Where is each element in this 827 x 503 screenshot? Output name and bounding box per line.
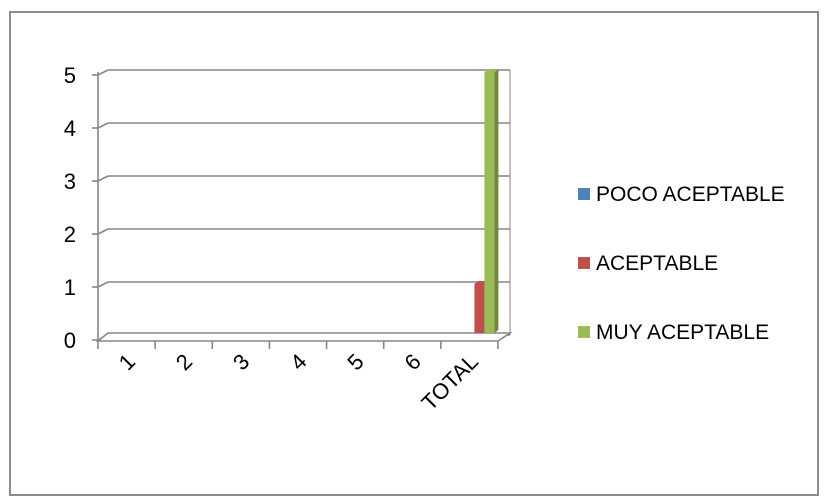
bar-front: [474, 284, 484, 333]
legend-item: MUY ACEPTABLE: [578, 321, 769, 344]
y-tick-label: 5: [64, 63, 76, 88]
legend-label: MUY ACEPTABLE: [596, 321, 769, 344]
legend-swatch: [578, 188, 590, 200]
bar-side: [494, 69, 498, 333]
y-tick-label: 3: [64, 169, 76, 194]
legend-label: POCO ACEPTABLE: [596, 183, 785, 206]
x-tick-label: 5: [342, 349, 368, 375]
legend-label: ACEPTABLE: [596, 252, 718, 275]
y-tick-label: 4: [64, 116, 76, 141]
x-tick-label: 4: [285, 349, 311, 375]
x-tick-label: 3: [228, 349, 254, 375]
legend-item: ACEPTABLE: [578, 252, 718, 275]
x-tick-label: 2: [171, 349, 197, 375]
legend-swatch: [578, 326, 590, 338]
y-tick-label: 0: [64, 328, 76, 353]
legend-swatch: [578, 257, 590, 269]
bars: [474, 69, 498, 333]
y-tick-label: 1: [64, 275, 76, 300]
plot-area: [98, 70, 510, 341]
floor: [98, 333, 510, 341]
y-tick-label: 2: [64, 222, 76, 247]
bar-front: [484, 72, 494, 333]
side-wall: [98, 70, 108, 340]
x-tick-label: TOTAL: [417, 349, 483, 415]
legend-item: POCO ACEPTABLE: [578, 183, 785, 206]
x-tick-label: 1: [114, 349, 140, 375]
bar: [484, 69, 498, 333]
x-tick-label: 6: [399, 349, 425, 375]
legend: POCO ACEPTABLE ACEPTABLE MUY ACEPTABLE: [578, 183, 785, 344]
